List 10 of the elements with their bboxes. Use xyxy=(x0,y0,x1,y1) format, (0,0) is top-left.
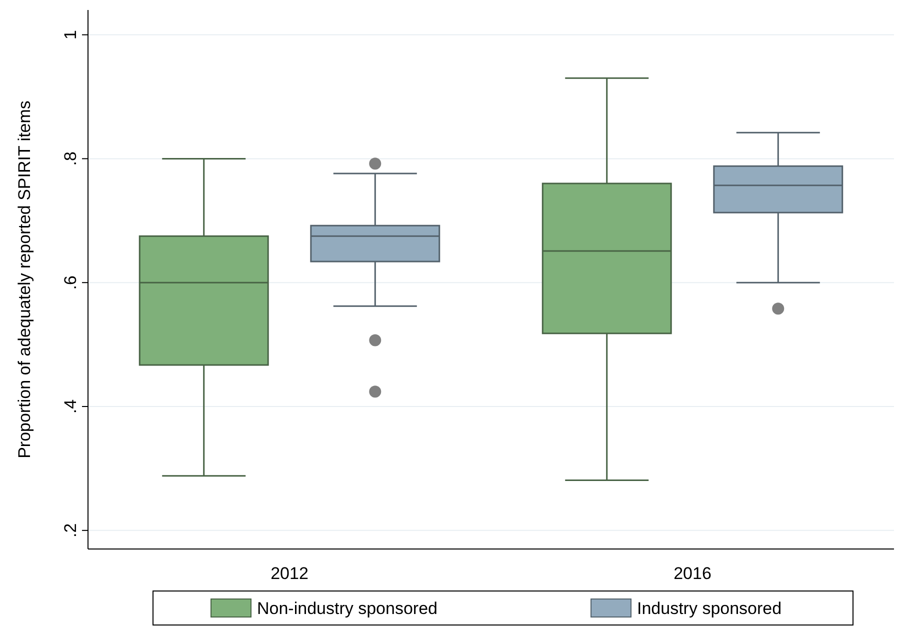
y-tick-label: .6 xyxy=(61,276,80,290)
x-tick-label: 2012 xyxy=(270,564,308,583)
legend-label: Non-industry sponsored xyxy=(257,599,438,618)
y-tick-label: .4 xyxy=(61,399,80,414)
y-axis-title: Proportion of adequately reported SPIRIT items xyxy=(15,100,34,458)
legend-label: Industry sponsored xyxy=(637,599,782,618)
y-tick-label: .8 xyxy=(61,152,80,166)
y-tick-label: 1 xyxy=(61,30,80,40)
x-tick-label: 2016 xyxy=(674,564,712,583)
y-tick-label: .2 xyxy=(61,523,80,538)
